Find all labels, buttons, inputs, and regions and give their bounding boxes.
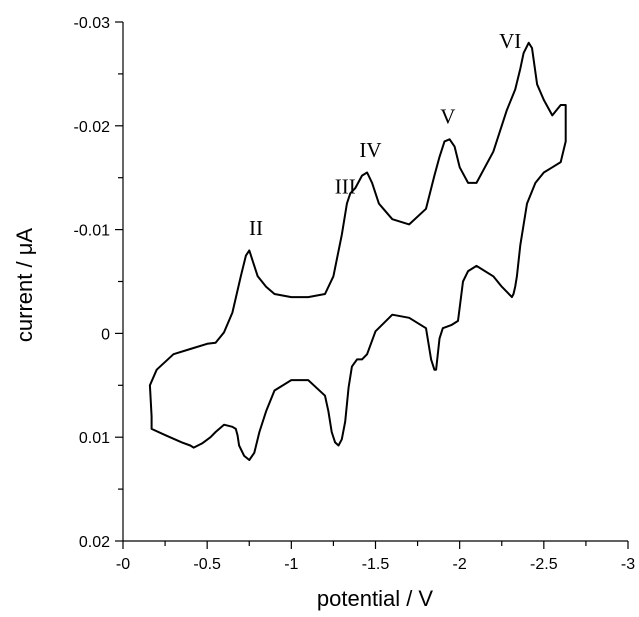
peak-label: II [249, 216, 263, 240]
cv-curve [148, 41, 567, 461]
y-tick-label: 0.02 [79, 534, 110, 551]
peak-label: IV [359, 138, 381, 162]
x-tick-label: -2.5 [530, 556, 558, 573]
x-tick-label: -1 [284, 556, 298, 573]
x-tick-label: -2 [453, 556, 467, 573]
y-tick-label: 0.01 [79, 430, 110, 447]
y-axis-label: current / μA [12, 228, 37, 342]
peak-label: III [335, 174, 356, 198]
x-axis-label: potential / V [317, 586, 434, 611]
y-tick-label: -0.03 [74, 15, 111, 32]
x-tick-label: -0 [116, 556, 130, 573]
chart-axes [122, 22, 628, 542]
peak-label: VI [499, 29, 521, 53]
x-tick-label: -3 [621, 556, 635, 573]
y-tick-label: -0.01 [74, 223, 111, 240]
x-tick-label: -1.5 [362, 556, 390, 573]
chart-ticks: -0 -0.5 -1 -1.5 -2 -2.5 -3 -0.03 -0.02 -0.01 0 0.01… [74, 15, 636, 573]
y-tick-label: 0 [101, 326, 110, 343]
y-tick-label: -0.02 [74, 119, 111, 136]
x-tick-label: -0.5 [193, 556, 221, 573]
chart-series-layer [148, 41, 567, 461]
peak-label: V [440, 105, 455, 129]
